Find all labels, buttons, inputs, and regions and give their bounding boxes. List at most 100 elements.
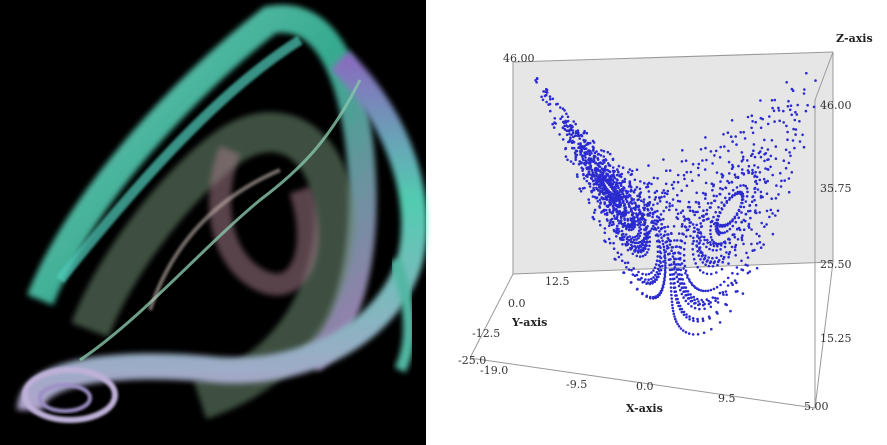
point <box>565 129 569 133</box>
point <box>607 224 611 228</box>
point <box>755 175 759 179</box>
point <box>755 232 758 236</box>
point <box>710 182 714 185</box>
point <box>684 290 688 293</box>
point <box>717 242 720 246</box>
point <box>639 231 642 235</box>
point <box>741 155 745 159</box>
point <box>680 239 684 243</box>
point <box>669 273 672 277</box>
point <box>603 202 606 206</box>
point <box>672 180 676 184</box>
point <box>587 149 590 153</box>
point <box>612 187 616 191</box>
point <box>638 208 641 212</box>
point <box>712 215 715 219</box>
point <box>804 109 808 113</box>
point <box>774 197 778 200</box>
point <box>629 184 632 187</box>
point <box>676 212 680 216</box>
point <box>701 261 705 264</box>
point <box>548 98 552 101</box>
point <box>715 171 719 174</box>
point <box>666 189 670 193</box>
point <box>701 300 705 304</box>
point <box>713 260 716 263</box>
z-axis-label: Z-axis <box>836 32 873 45</box>
point <box>613 229 616 233</box>
point <box>656 202 659 205</box>
point <box>638 255 642 258</box>
point <box>639 245 643 248</box>
point <box>635 205 638 209</box>
point <box>728 227 732 231</box>
point <box>788 108 792 112</box>
point <box>697 173 700 177</box>
point <box>659 256 663 260</box>
point <box>638 219 641 222</box>
point <box>721 260 724 264</box>
point <box>761 117 764 121</box>
point <box>694 286 697 290</box>
point <box>680 160 684 163</box>
point <box>661 242 665 246</box>
point <box>698 216 701 220</box>
point <box>587 172 590 175</box>
point <box>753 155 757 159</box>
point <box>606 168 609 172</box>
point <box>640 199 643 202</box>
point <box>616 193 619 197</box>
point <box>672 286 676 290</box>
point <box>718 291 722 295</box>
point <box>601 192 605 195</box>
point <box>580 161 583 164</box>
point <box>794 133 797 136</box>
point <box>659 289 663 293</box>
point <box>615 229 619 233</box>
point <box>633 216 636 219</box>
point <box>684 286 688 289</box>
point <box>625 266 628 269</box>
point <box>702 219 706 222</box>
point <box>693 306 697 310</box>
point <box>612 241 615 245</box>
point <box>731 271 734 275</box>
point <box>618 198 622 202</box>
point <box>617 222 621 225</box>
point <box>625 237 629 241</box>
point <box>549 109 552 113</box>
point <box>659 218 662 222</box>
point <box>633 178 637 182</box>
point <box>712 184 715 188</box>
point <box>582 162 586 165</box>
point <box>666 192 669 196</box>
point <box>697 288 701 292</box>
point <box>685 184 689 187</box>
point <box>641 272 644 276</box>
point <box>658 197 661 200</box>
point <box>602 209 606 213</box>
point <box>679 288 682 292</box>
point <box>731 233 735 236</box>
point <box>608 181 611 185</box>
point <box>682 290 685 294</box>
point <box>740 259 743 263</box>
point <box>651 280 655 283</box>
point <box>746 256 750 259</box>
point <box>696 333 700 336</box>
point <box>652 269 655 272</box>
point <box>745 195 749 198</box>
point <box>623 180 626 183</box>
point <box>786 105 790 108</box>
point <box>716 244 719 248</box>
point <box>639 228 643 231</box>
point <box>670 249 673 252</box>
point <box>729 309 732 313</box>
point <box>658 230 661 233</box>
point <box>641 239 644 242</box>
point <box>553 117 557 120</box>
point <box>582 138 585 142</box>
point <box>626 248 630 252</box>
z-tick-label: 25.50 <box>820 258 852 271</box>
point <box>653 198 657 201</box>
